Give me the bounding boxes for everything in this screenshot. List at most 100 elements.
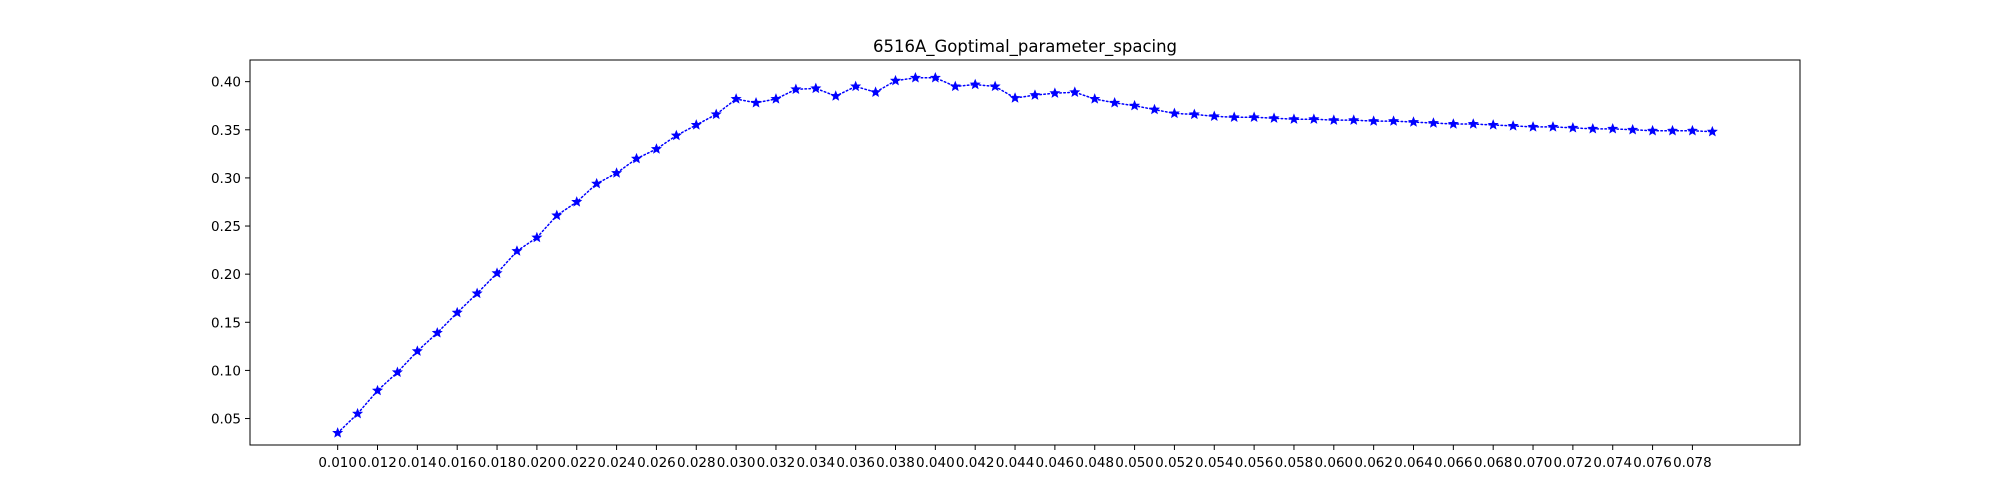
data-point-star	[889, 74, 902, 86]
data-point-star	[969, 78, 981, 90]
data-point-star	[1348, 114, 1360, 125]
x-tick-label: 0.014	[398, 455, 437, 471]
data-point-star	[1587, 123, 1599, 134]
data-point-star	[1467, 118, 1479, 129]
data-point-star	[1447, 118, 1459, 129]
data-point-star	[1029, 89, 1041, 100]
x-tick-label: 0.036	[836, 455, 875, 471]
series-layer	[332, 72, 1718, 438]
data-point-star	[1427, 117, 1439, 128]
data-point-star	[1148, 103, 1161, 115]
x-tick-label: 0.068	[1474, 455, 1513, 471]
data-point-star	[1547, 121, 1559, 132]
x-tick-label: 0.034	[796, 455, 835, 471]
data-point-star	[611, 167, 623, 178]
data-point-star	[1188, 108, 1200, 120]
data-point-star	[810, 82, 822, 94]
x-tick-label: 0.038	[876, 455, 915, 471]
data-point-star	[431, 327, 443, 338]
data-point-star	[1069, 86, 1081, 97]
data-point-star	[471, 287, 483, 299]
data-point-star	[989, 80, 1001, 92]
data-point-star	[690, 119, 702, 130]
data-point-star	[352, 407, 364, 419]
data-point-star	[531, 231, 543, 243]
data-point-star	[630, 152, 643, 164]
data-point-star	[491, 267, 503, 278]
data-point-star	[1129, 99, 1141, 111]
data-point-star	[1248, 111, 1260, 122]
x-tick-label: 0.022	[557, 455, 596, 471]
data-point-star	[770, 93, 782, 104]
chart-title: 6516A_Goptimal_parameter_spacing	[873, 37, 1177, 57]
y-tick-label: 0.30	[211, 171, 241, 187]
data-point-star	[870, 86, 882, 97]
data-point-star	[949, 80, 961, 92]
data-point-star	[1686, 124, 1698, 136]
plot-area-frame	[249, 59, 1801, 446]
data-point-star	[1527, 121, 1539, 132]
data-point-star	[511, 245, 523, 256]
x-tick-label: 0.074	[1593, 455, 1632, 471]
x-tick-label: 0.024	[597, 455, 636, 471]
data-point-star	[1666, 124, 1679, 136]
x-tick-label: 0.070	[1514, 455, 1553, 471]
x-tick-label: 0.016	[438, 455, 477, 471]
x-axis: 0.010 0.012 0.014 0.016 0.018 0.020 0.022 0.024…	[318, 445, 1712, 471]
data-point-star	[1089, 93, 1101, 104]
data-point-star	[730, 93, 742, 104]
data-point-star	[1507, 120, 1519, 131]
x-tick-label: 0.078	[1673, 455, 1712, 471]
x-tick-label: 0.040	[916, 455, 955, 471]
x-tick-label: 0.064	[1394, 455, 1433, 471]
x-tick-label: 0.076	[1633, 455, 1672, 471]
y-tick-label: 0.20	[211, 267, 241, 283]
x-tick-label: 0.010	[318, 455, 357, 471]
x-tick-label: 0.044	[996, 455, 1035, 471]
y-axis: 0.05 0.10 0.15 0.20 0.25 0.30 0.35 0.40	[211, 75, 250, 428]
data-point-star	[1647, 124, 1659, 136]
x-tick-label: 0.056	[1235, 455, 1274, 471]
data-point-star	[591, 177, 603, 189]
x-tick-label: 0.012	[358, 455, 397, 471]
data-point-star	[1368, 115, 1380, 126]
y-tick-label: 0.05	[211, 412, 241, 428]
data-point-star	[1228, 111, 1240, 122]
data-point-star	[830, 90, 842, 101]
y-tick-label: 0.25	[211, 219, 241, 235]
x-tick-label: 0.026	[637, 455, 676, 471]
data-point-star	[1308, 113, 1320, 124]
x-tick-label: 0.058	[1275, 455, 1314, 471]
data-point-star	[909, 72, 921, 83]
data-point-star	[391, 366, 403, 378]
x-tick-label: 0.062	[1354, 455, 1393, 471]
data-point-star	[1328, 114, 1340, 125]
data-point-star	[1288, 113, 1300, 124]
data-point-star	[1487, 119, 1499, 130]
data-point-star	[1268, 112, 1280, 123]
x-tick-label: 0.048	[1075, 455, 1114, 471]
x-tick-label: 0.030	[717, 455, 756, 471]
x-tick-label: 0.032	[757, 455, 796, 471]
data-point-star	[1627, 123, 1639, 135]
data-point-star	[371, 384, 384, 396]
x-tick-label: 0.050	[1115, 455, 1154, 471]
data-point-star	[1607, 123, 1619, 134]
data-point-star	[850, 80, 862, 92]
data-point-star	[1567, 122, 1579, 133]
x-tick-label: 0.018	[478, 455, 517, 471]
data-point-star	[1109, 97, 1121, 108]
x-tick-label: 0.060	[1314, 455, 1353, 471]
data-point-star	[929, 72, 941, 83]
data-point-star	[670, 129, 682, 141]
data-point-star	[1168, 107, 1180, 119]
x-tick-label: 0.054	[1195, 455, 1234, 471]
series-line	[336, 77, 1714, 434]
x-tick-label: 0.072	[1554, 455, 1593, 471]
data-point-star	[1208, 110, 1220, 122]
data-point-star	[1407, 116, 1420, 127]
data-point-star	[1009, 92, 1021, 103]
data-point-star	[332, 427, 344, 438]
x-tick-label: 0.028	[677, 455, 716, 471]
